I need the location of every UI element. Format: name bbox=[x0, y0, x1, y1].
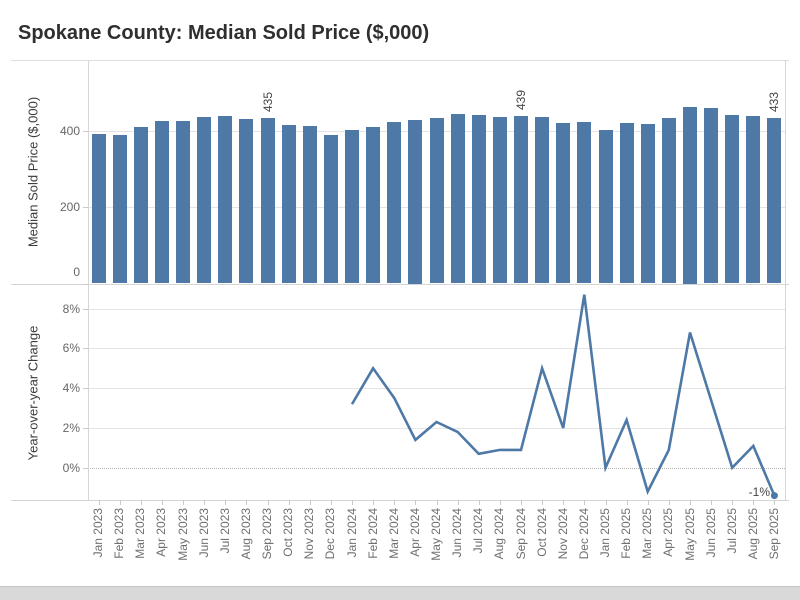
bar-feb-2023[interactable] bbox=[112, 134, 127, 284]
x-tick-mark-17 bbox=[457, 500, 459, 505]
bar-jan-2023[interactable] bbox=[91, 134, 106, 284]
x-tick-mark-21 bbox=[542, 500, 544, 505]
plot-right-border bbox=[785, 60, 786, 500]
x-tick-mark-18 bbox=[478, 500, 480, 505]
x-tick-mark-1 bbox=[119, 500, 121, 505]
price-ytick-400: 400 bbox=[59, 123, 80, 138]
plot-left-border bbox=[88, 60, 89, 500]
bar-jun-2023[interactable] bbox=[197, 117, 212, 284]
yoy-gridline-6 bbox=[88, 348, 785, 350]
yoy-end-value-label: -1% bbox=[748, 485, 770, 499]
bar-jul-2024[interactable] bbox=[471, 115, 486, 284]
bar-mar-2025[interactable] bbox=[640, 123, 655, 284]
x-tick-mark-5 bbox=[204, 500, 206, 505]
bar-apr-2024[interactable] bbox=[408, 119, 423, 284]
bar-apr-2025[interactable] bbox=[661, 118, 676, 284]
bar-nov-2024[interactable] bbox=[556, 123, 571, 284]
price-ytick-mark-200 bbox=[83, 207, 88, 209]
x-tick-mark-29 bbox=[711, 500, 713, 505]
x-tick-mark-28 bbox=[690, 500, 691, 505]
bar-jun-2024[interactable] bbox=[450, 114, 465, 284]
yoy-ytick-mark-2 bbox=[83, 428, 88, 429]
bar-sep-2025[interactable] bbox=[767, 118, 782, 284]
bar-aug-2023[interactable] bbox=[239, 118, 254, 284]
bar-dec-2024[interactable] bbox=[577, 121, 592, 284]
x-tick-mark-10 bbox=[309, 500, 311, 505]
yoy-ytick-6: 6% bbox=[62, 341, 80, 356]
bar-feb-2025[interactable] bbox=[619, 123, 634, 284]
title-divider bbox=[11, 60, 789, 61]
bar-jul-2023[interactable] bbox=[218, 116, 233, 284]
bar-sep-2023[interactable] bbox=[260, 117, 275, 284]
bar-jan-2024[interactable] bbox=[345, 129, 359, 284]
bar-mar-2024[interactable] bbox=[387, 121, 402, 284]
price-ytick-mark-400 bbox=[83, 130, 88, 132]
bar-mar-2023[interactable] bbox=[133, 127, 148, 284]
bar-oct-2023[interactable] bbox=[281, 124, 296, 284]
bar-may-2024[interactable] bbox=[429, 117, 444, 284]
bar-oct-2024[interactable] bbox=[535, 116, 550, 284]
yoy-ytick-mark-8 bbox=[83, 308, 88, 310]
x-tick-mark-19 bbox=[499, 500, 501, 505]
yoy-gridline-2 bbox=[88, 428, 785, 429]
yoy-ytick-mark-0 bbox=[83, 467, 88, 469]
yoy-ytick-0: 0% bbox=[62, 460, 80, 475]
yoy-ytick-mark-6 bbox=[83, 348, 88, 350]
bar-jul-2025[interactable] bbox=[725, 115, 740, 284]
chart-title: Spokane County: Median Sold Price ($,000… bbox=[18, 22, 430, 44]
yoy-gridline-8 bbox=[88, 308, 785, 310]
x-tick-mark-32 bbox=[774, 500, 776, 505]
price-ytick-0: 0 bbox=[73, 264, 80, 279]
bar-feb-2024[interactable] bbox=[366, 127, 381, 284]
yoy-ytick-8: 8% bbox=[62, 301, 80, 316]
x-tick-mark-31 bbox=[753, 500, 755, 505]
bar-jun-2025[interactable] bbox=[704, 108, 719, 284]
bar-dec-2023[interactable] bbox=[323, 134, 338, 284]
x-tick-mark-23 bbox=[584, 500, 586, 505]
x-tick-mark-30 bbox=[732, 500, 734, 505]
x-tick-mark-11 bbox=[330, 500, 332, 505]
x-tick-mark-22 bbox=[563, 500, 565, 505]
x-tick-mark-27 bbox=[668, 500, 670, 505]
bar-aug-2025[interactable] bbox=[746, 115, 761, 284]
bar-jan-2025[interactable] bbox=[598, 129, 613, 284]
x-tick-mark-8 bbox=[267, 500, 269, 505]
x-tick-mark-20 bbox=[521, 500, 522, 505]
yoy-end-point-marker[interactable] bbox=[770, 492, 778, 500]
x-tick-mark-7 bbox=[246, 500, 248, 505]
bar-may-2023[interactable] bbox=[176, 121, 190, 284]
yoy-ytick-2: 2% bbox=[62, 421, 80, 435]
x-tick-mark-9 bbox=[288, 500, 290, 505]
panel-divider bbox=[11, 284, 789, 285]
bar-apr-2023[interactable] bbox=[154, 121, 169, 284]
yoy-ytick-mark-4 bbox=[83, 388, 88, 390]
x-tick-mark-14 bbox=[394, 500, 396, 505]
x-tick-mark-26 bbox=[647, 500, 649, 505]
price-ytick-200: 200 bbox=[59, 200, 80, 215]
x-tick-mark-2 bbox=[140, 500, 142, 505]
x-tick-mark-24 bbox=[605, 500, 607, 505]
price-ytick-mark-0 bbox=[83, 283, 88, 285]
x-tick-mark-15 bbox=[415, 500, 417, 505]
x-tick-mark-13 bbox=[373, 500, 375, 505]
x-tick-mark-16 bbox=[436, 500, 438, 505]
bar-aug-2024[interactable] bbox=[492, 117, 507, 284]
yoy-gridline-4 bbox=[88, 388, 785, 390]
x-tick-mark-6 bbox=[225, 500, 227, 505]
x-tick-mark-4 bbox=[183, 500, 184, 505]
window-bottom-scrollbar-band[interactable] bbox=[0, 586, 800, 600]
bar-sep-2024[interactable] bbox=[514, 116, 528, 284]
yoy-line-mark[interactable] bbox=[350, 294, 776, 497]
plot-bottom-border bbox=[11, 500, 789, 501]
x-tick-mark-12 bbox=[352, 500, 353, 505]
x-tick-mark-3 bbox=[161, 500, 163, 505]
bar-may-2025[interactable] bbox=[683, 106, 697, 284]
bar-nov-2023[interactable] bbox=[302, 126, 317, 284]
x-tick-mark-25 bbox=[626, 500, 628, 505]
x-tick-mark-0 bbox=[98, 500, 100, 505]
yoy-ytick-4: 4% bbox=[62, 381, 80, 396]
yoy-zero-line bbox=[88, 467, 785, 469]
